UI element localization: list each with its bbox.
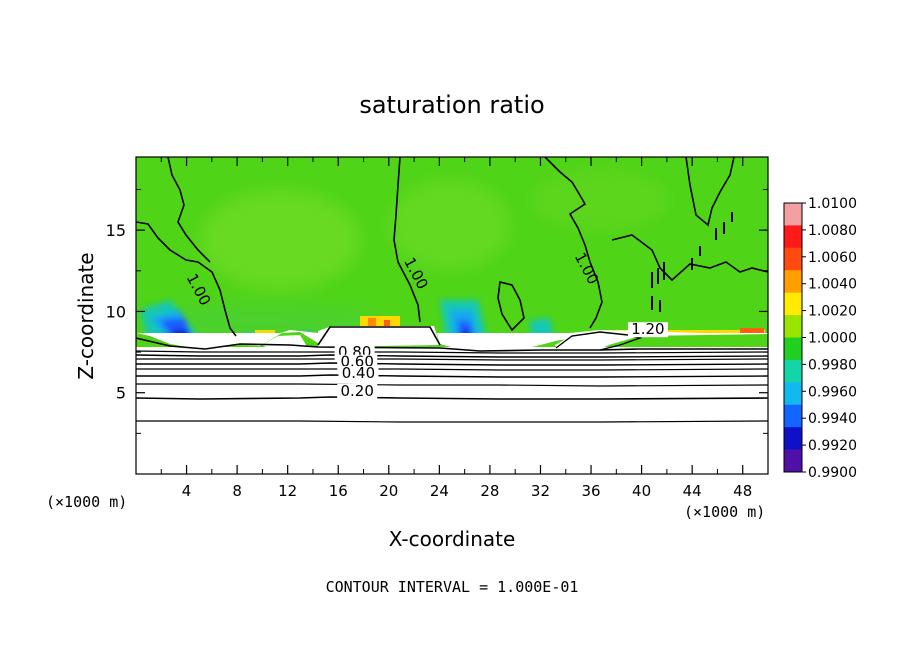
colorbar-label: 1.0060 — [808, 250, 857, 266]
y-tick-label: 5 — [116, 384, 126, 403]
colorbar-label: 0.9940 — [808, 411, 857, 427]
colorbar-label: 1.0000 — [808, 331, 857, 347]
colorbar-swatch — [784, 225, 802, 249]
colorbar-swatch — [784, 449, 802, 473]
colorbar-label: 0.9900 — [808, 465, 857, 481]
colorbar-swatch — [784, 270, 802, 294]
x-tick-label: 32 — [531, 482, 550, 500]
colorbar-label: 1.0100 — [808, 196, 857, 212]
colorbar-label: 0.9920 — [808, 438, 857, 454]
colorbar-swatch — [784, 382, 802, 406]
x-tick-label: 40 — [632, 482, 651, 500]
contour-label-bg — [337, 354, 378, 370]
contour-1-00-right-edge — [685, 157, 735, 227]
x-tick-label: 16 — [329, 482, 348, 500]
field-shading — [140, 170, 670, 336]
x-axis: 4 8 12 16 20 24 28 32 36 40 44 48 — [160, 157, 752, 500]
plot-area — [136, 157, 768, 474]
colorbar-swatch — [784, 292, 802, 316]
contour-0-10 — [136, 420, 768, 423]
contour-1-00-west — [136, 221, 237, 337]
colorbar-swatch — [784, 427, 802, 451]
x-unit-right: (×1000 m) — [684, 503, 765, 521]
plot-frame — [135, 156, 769, 475]
chart-title: saturation ratio — [359, 91, 544, 119]
x-tick-label: 4 — [182, 482, 192, 500]
colorbar-label: 1.0040 — [808, 277, 857, 293]
contour-0-90 — [136, 350, 768, 354]
contour-label-bg — [627, 322, 668, 338]
contour-0-70 — [136, 358, 768, 361]
x-tick-label: 12 — [278, 482, 297, 500]
contour-interval-note: CONTOUR INTERVAL = 1.000E-01 — [326, 578, 579, 596]
x-tick-label: 28 — [480, 482, 499, 500]
contour-label-bg — [338, 366, 379, 382]
contour-dashes-east — [651, 212, 733, 312]
colorbar-label: 1.0020 — [808, 304, 857, 320]
colorbar-swatch — [784, 247, 802, 271]
colorbar-swatch — [784, 337, 802, 361]
x-unit-left: (×1000 m) — [46, 493, 127, 511]
contour-0-60 — [136, 362, 768, 366]
x-axis-label: X-coordinate — [389, 527, 516, 551]
colorbar-swatch — [784, 203, 802, 226]
contour-0-30 — [136, 383, 768, 387]
x-tick-label: 24 — [430, 482, 449, 500]
contour-label: 1.20 — [631, 320, 664, 338]
colorbar-label: 1.0080 — [808, 223, 857, 239]
y-tick-label: 10 — [106, 302, 126, 321]
colorbar-swatch — [784, 315, 802, 338]
colorbar-swatch — [784, 359, 802, 383]
x-tick-label: 8 — [232, 482, 242, 500]
contour-0-40 — [136, 374, 768, 378]
dry-layer — [136, 326, 768, 474]
contour-label: 0.20 — [340, 382, 373, 400]
contour-1-00-west-top — [167, 157, 211, 263]
x-tick-label: 48 — [733, 482, 752, 500]
colorbar-label: 0.9980 — [808, 357, 857, 373]
contour-1-00-center — [393, 157, 421, 323]
contour-label-bg — [337, 383, 378, 399]
contour-1-20-dome-center — [317, 326, 441, 346]
contour-0-50 — [136, 368, 768, 371]
colorbar-label: 0.9960 — [808, 384, 857, 400]
contour-1-00-east — [544, 157, 603, 329]
x-tick-label: 36 — [581, 482, 600, 500]
contour-label: 0.40 — [342, 364, 375, 382]
contour-1-00-blob — [497, 281, 525, 332]
x-tick-label: 44 — [683, 482, 702, 500]
colorbar-swatch — [784, 404, 802, 428]
y-axis-label: Z-coordinate — [74, 252, 98, 379]
colorbar: 1.0100 1.0080 1.0060 1.0040 1.0020 1.0000 0.99… — [783, 196, 857, 481]
y-tick-label: 15 — [106, 221, 126, 240]
contour-1-00-far-east — [611, 234, 768, 282]
contour-dry-top — [136, 337, 768, 352]
y-axis: 5 10 15 — [106, 189, 768, 434]
x-tick-label: 20 — [379, 482, 398, 500]
